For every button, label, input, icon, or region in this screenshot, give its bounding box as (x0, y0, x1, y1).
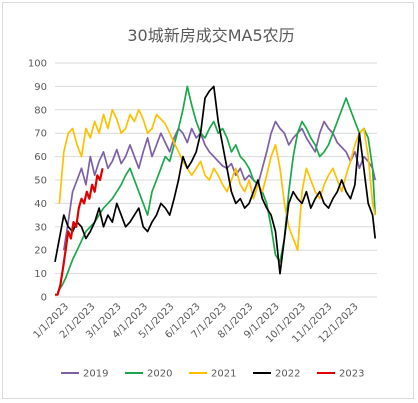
y-tick-label: 40 (34, 199, 47, 210)
y-tick-label: 20 (34, 246, 47, 257)
series-line-2019 (62, 120, 377, 251)
series-line-2022 (54, 85, 377, 275)
y-axis-ticks: 0 10 20 30 40 50 60 70 80 90 100 (28, 59, 47, 304)
legend: 2019 2020 2021 2022 2023 (61, 369, 364, 380)
legend-label: 2023 (339, 369, 364, 380)
y-tick-label: 90 (34, 82, 47, 93)
y-tick-label: 30 (34, 222, 47, 233)
x-axis-ticks: 1/1/20232/1/20233/1/20234/1/20235/1/2023… (32, 301, 361, 345)
legend-label: 2019 (83, 369, 108, 380)
legend-label: 2022 (275, 369, 300, 380)
y-tick-label: 0 (41, 293, 47, 304)
y-tick-label: 80 (34, 105, 47, 116)
y-tick-label: 50 (34, 176, 47, 187)
legend-label: 2020 (147, 369, 172, 380)
series-line-2020 (56, 85, 377, 293)
legend-label: 2021 (211, 369, 236, 380)
y-tick-label: 100 (28, 59, 47, 70)
chart-frame: 30城新房成交MA5农历 0 10 20 30 40 50 60 70 80 90 100 1/1/… (2, 2, 414, 399)
y-tick-label: 10 (34, 269, 47, 280)
y-tick-label: 60 (34, 152, 47, 163)
chart-title: 30城新房成交MA5农历 (127, 26, 294, 45)
y-tick-label: 70 (34, 129, 47, 140)
series-line-2021 (58, 108, 377, 252)
series-lines (54, 85, 377, 296)
series-line-2023 (55, 168, 104, 296)
line-chart: 30城新房成交MA5农历 0 10 20 30 40 50 60 70 80 90 100 1/1/… (28, 26, 377, 380)
